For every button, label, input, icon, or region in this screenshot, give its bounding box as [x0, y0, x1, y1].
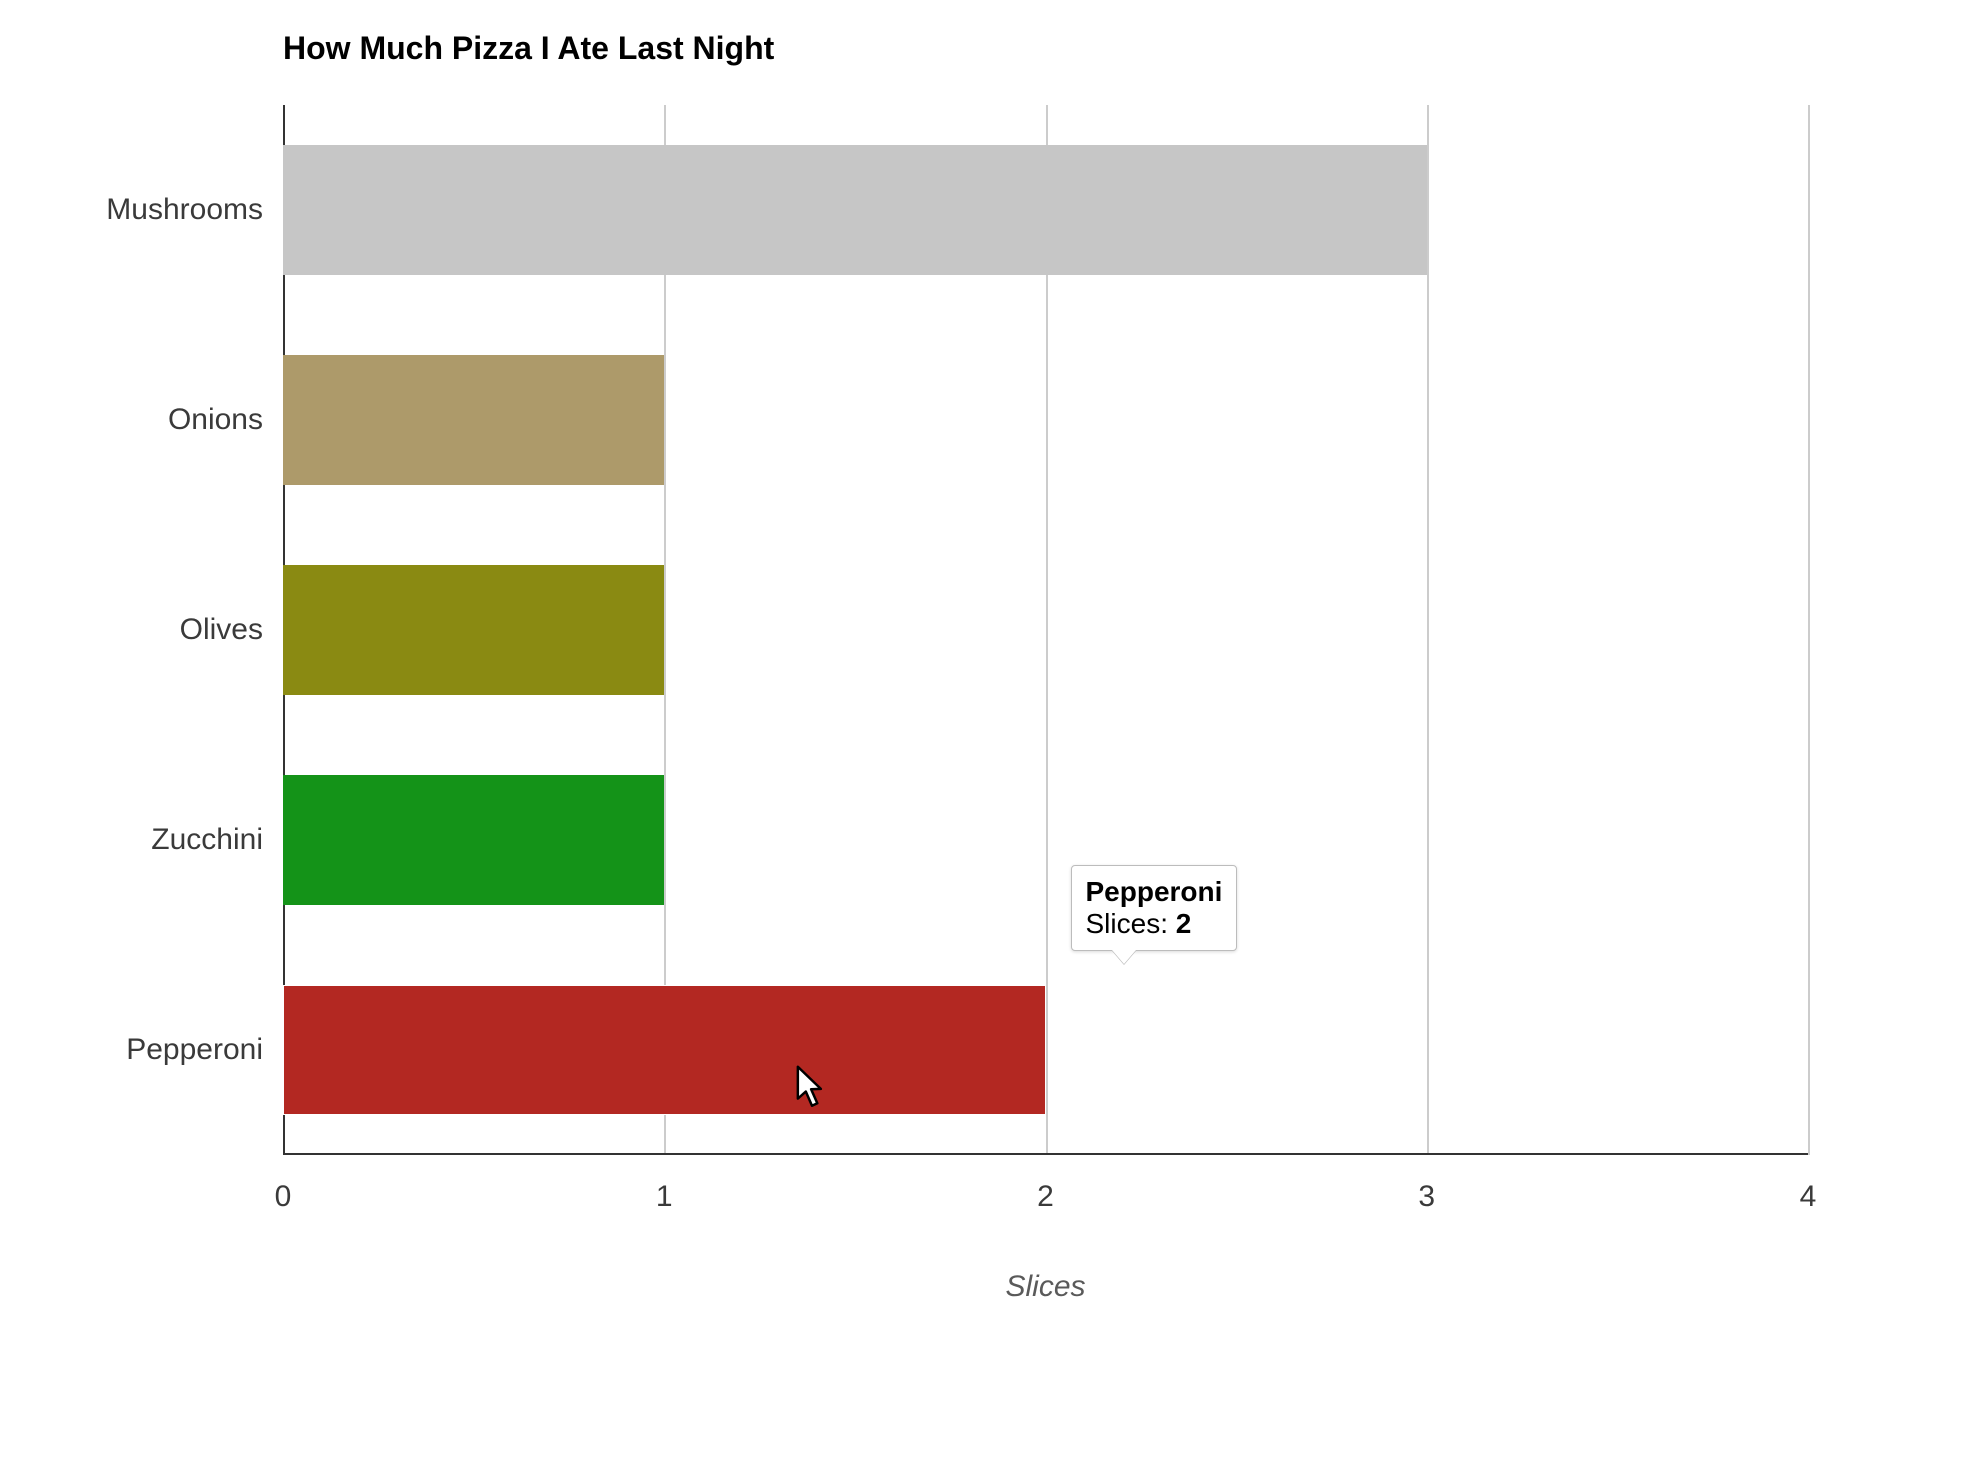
y-tick-label: Olives	[180, 613, 263, 647]
y-tick-label: Onions	[168, 403, 263, 437]
tooltip-metric-label: Slices:	[1086, 908, 1168, 939]
bar[interactable]	[283, 775, 664, 905]
chart-title: How Much Pizza I Ate Last Night	[283, 30, 774, 67]
x-tick-label: 3	[1418, 1180, 1435, 1214]
x-axis-line	[283, 1153, 1808, 1155]
bar[interactable]	[283, 565, 664, 695]
tooltip-category: Pepperoni	[1086, 876, 1223, 908]
tooltip-arrow-icon	[1112, 950, 1136, 964]
chart-container: How Much Pizza I Ate Last Night Mushroom…	[0, 0, 1980, 1482]
x-tick-label: 4	[1800, 1180, 1817, 1214]
bar[interactable]	[283, 355, 664, 485]
x-tick-label: 1	[656, 1180, 673, 1214]
gridline	[1427, 105, 1429, 1155]
x-axis-title: Slices	[1005, 1270, 1085, 1304]
y-tick-label: Pepperoni	[126, 1033, 263, 1067]
y-tick-label: Zucchini	[151, 823, 263, 857]
gridline	[1808, 105, 1810, 1155]
y-tick-label: Mushrooms	[106, 193, 263, 227]
tooltip-value: 2	[1176, 908, 1192, 939]
bar[interactable]	[283, 145, 1427, 275]
tooltip-value-row: Slices: 2	[1086, 908, 1223, 940]
tooltip: Pepperoni Slices: 2	[1071, 865, 1238, 951]
bar[interactable]	[283, 985, 1046, 1115]
x-tick-label: 0	[275, 1180, 292, 1214]
x-tick-label: 2	[1037, 1180, 1054, 1214]
plot-area	[283, 105, 1808, 1155]
